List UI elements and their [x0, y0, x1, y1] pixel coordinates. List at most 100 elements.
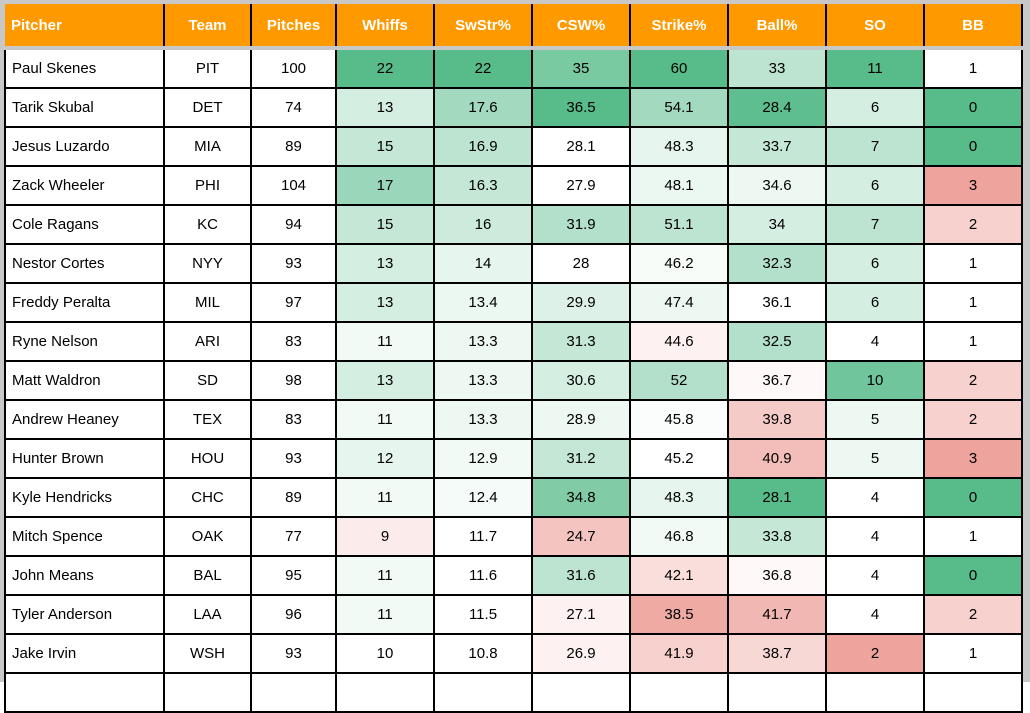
cell-ball[interactable]: 34 [727, 204, 827, 245]
cell-csw[interactable]: 35 [531, 47, 631, 89]
cell-csw[interactable]: 34.8 [531, 477, 631, 518]
cell-bb[interactable]: 1 [923, 47, 1023, 89]
cell-ball[interactable]: 36.7 [727, 360, 827, 401]
cell-strike[interactable]: 42.1 [629, 555, 729, 596]
cell-pitches[interactable]: 95 [250, 555, 337, 596]
cell-swstr[interactable]: 11.6 [433, 555, 533, 596]
cell-strike[interactable]: 60 [629, 47, 729, 89]
cell-pitcher[interactable]: Kyle Hendricks [4, 477, 165, 518]
cell-pitcher[interactable]: Ryne Nelson [4, 321, 165, 362]
cell-ball[interactable]: 28.1 [727, 477, 827, 518]
cell-bb[interactable]: 2 [923, 399, 1023, 440]
cell-ball[interactable]: 40.9 [727, 438, 827, 479]
cell-so[interactable]: 2 [825, 633, 925, 674]
cell-swstr[interactable]: 13.3 [433, 360, 533, 401]
cell-team[interactable]: MIL [163, 282, 252, 323]
cell-strike[interactable]: 46.8 [629, 516, 729, 557]
cell-so[interactable]: 11 [825, 47, 925, 89]
cell-swstr[interactable]: 13.4 [433, 282, 533, 323]
cell-pitcher[interactable]: Andrew Heaney [4, 399, 165, 440]
cell-swstr[interactable]: 13.3 [433, 321, 533, 362]
cell-csw[interactable]: 31.9 [531, 204, 631, 245]
cell-whiffs[interactable]: 11 [335, 399, 435, 440]
cell-so[interactable]: 6 [825, 282, 925, 323]
cell-pitcher[interactable]: Tyler Anderson [4, 594, 165, 635]
cell-bb[interactable]: 3 [923, 165, 1023, 206]
cell-pitches[interactable]: 83 [250, 399, 337, 440]
cell-swstr[interactable]: 10.8 [433, 633, 533, 674]
cell-team[interactable]: PHI [163, 165, 252, 206]
cell-whiffs[interactable]: 11 [335, 477, 435, 518]
cell-so[interactable]: 7 [825, 126, 925, 167]
header-strike[interactable]: Strike% [629, 4, 729, 50]
cell-bb[interactable]: 2 [923, 594, 1023, 635]
cell-strike[interactable]: 38.5 [629, 594, 729, 635]
cell-team[interactable]: DET [163, 87, 252, 128]
cell-csw[interactable]: 28 [531, 243, 631, 284]
cell-swstr[interactable]: 11.5 [433, 594, 533, 635]
cell-csw[interactable]: 31.3 [531, 321, 631, 362]
cell-ball[interactable]: 36.8 [727, 555, 827, 596]
header-swstr[interactable]: SwStr% [433, 4, 533, 50]
cell-ball[interactable]: 28.4 [727, 87, 827, 128]
cell-so[interactable]: 6 [825, 165, 925, 206]
cell-strike[interactable]: 48.3 [629, 477, 729, 518]
cell-ball[interactable]: 32.3 [727, 243, 827, 284]
cell-csw[interactable]: 26.9 [531, 633, 631, 674]
cell-strike[interactable]: 52 [629, 360, 729, 401]
cell-pitcher[interactable]: Cole Ragans [4, 204, 165, 245]
cell-team[interactable]: OAK [163, 516, 252, 557]
cell-pitcher[interactable]: Mitch Spence [4, 516, 165, 557]
cell-empty[interactable] [629, 672, 729, 713]
cell-team[interactable]: WSH [163, 633, 252, 674]
cell-empty[interactable] [531, 672, 631, 713]
cell-ball[interactable]: 36.1 [727, 282, 827, 323]
cell-strike[interactable]: 45.2 [629, 438, 729, 479]
cell-team[interactable]: SD [163, 360, 252, 401]
cell-empty[interactable] [335, 672, 435, 713]
cell-strike[interactable]: 48.1 [629, 165, 729, 206]
cell-swstr[interactable]: 16 [433, 204, 533, 245]
cell-pitches[interactable]: 83 [250, 321, 337, 362]
cell-pitches[interactable]: 74 [250, 87, 337, 128]
cell-so[interactable]: 7 [825, 204, 925, 245]
cell-so[interactable]: 5 [825, 399, 925, 440]
cell-csw[interactable]: 30.6 [531, 360, 631, 401]
cell-pitcher[interactable]: Tarik Skubal [4, 87, 165, 128]
cell-bb[interactable]: 2 [923, 360, 1023, 401]
cell-ball[interactable]: 39.8 [727, 399, 827, 440]
cell-so[interactable]: 5 [825, 438, 925, 479]
cell-pitcher[interactable]: Jake Irvin [4, 633, 165, 674]
cell-so[interactable]: 4 [825, 555, 925, 596]
header-ball[interactable]: Ball% [727, 4, 827, 50]
cell-strike[interactable]: 51.1 [629, 204, 729, 245]
cell-whiffs[interactable]: 13 [335, 360, 435, 401]
cell-ball[interactable]: 33 [727, 47, 827, 89]
cell-empty[interactable] [433, 672, 533, 713]
cell-pitcher[interactable]: Hunter Brown [4, 438, 165, 479]
cell-team[interactable]: MIA [163, 126, 252, 167]
cell-swstr[interactable]: 16.3 [433, 165, 533, 206]
cell-whiffs[interactable]: 17 [335, 165, 435, 206]
cell-whiffs[interactable]: 12 [335, 438, 435, 479]
cell-csw[interactable]: 27.9 [531, 165, 631, 206]
cell-ball[interactable]: 34.6 [727, 165, 827, 206]
cell-team[interactable]: NYY [163, 243, 252, 284]
cell-bb[interactable]: 1 [923, 243, 1023, 284]
cell-empty[interactable] [4, 672, 165, 713]
cell-empty[interactable] [923, 672, 1023, 713]
cell-whiffs[interactable]: 11 [335, 594, 435, 635]
cell-whiffs[interactable]: 15 [335, 126, 435, 167]
header-pitcher[interactable]: Pitcher [5, 4, 165, 50]
cell-swstr[interactable]: 12.4 [433, 477, 533, 518]
cell-bb[interactable]: 0 [923, 87, 1023, 128]
cell-swstr[interactable]: 22 [433, 47, 533, 89]
cell-empty[interactable] [825, 672, 925, 713]
cell-team[interactable]: TEX [163, 399, 252, 440]
cell-pitcher[interactable]: Jesus Luzardo [4, 126, 165, 167]
cell-bb[interactable]: 0 [923, 477, 1023, 518]
cell-strike[interactable]: 41.9 [629, 633, 729, 674]
cell-so[interactable]: 4 [825, 594, 925, 635]
cell-so[interactable]: 4 [825, 321, 925, 362]
cell-team[interactable]: HOU [163, 438, 252, 479]
